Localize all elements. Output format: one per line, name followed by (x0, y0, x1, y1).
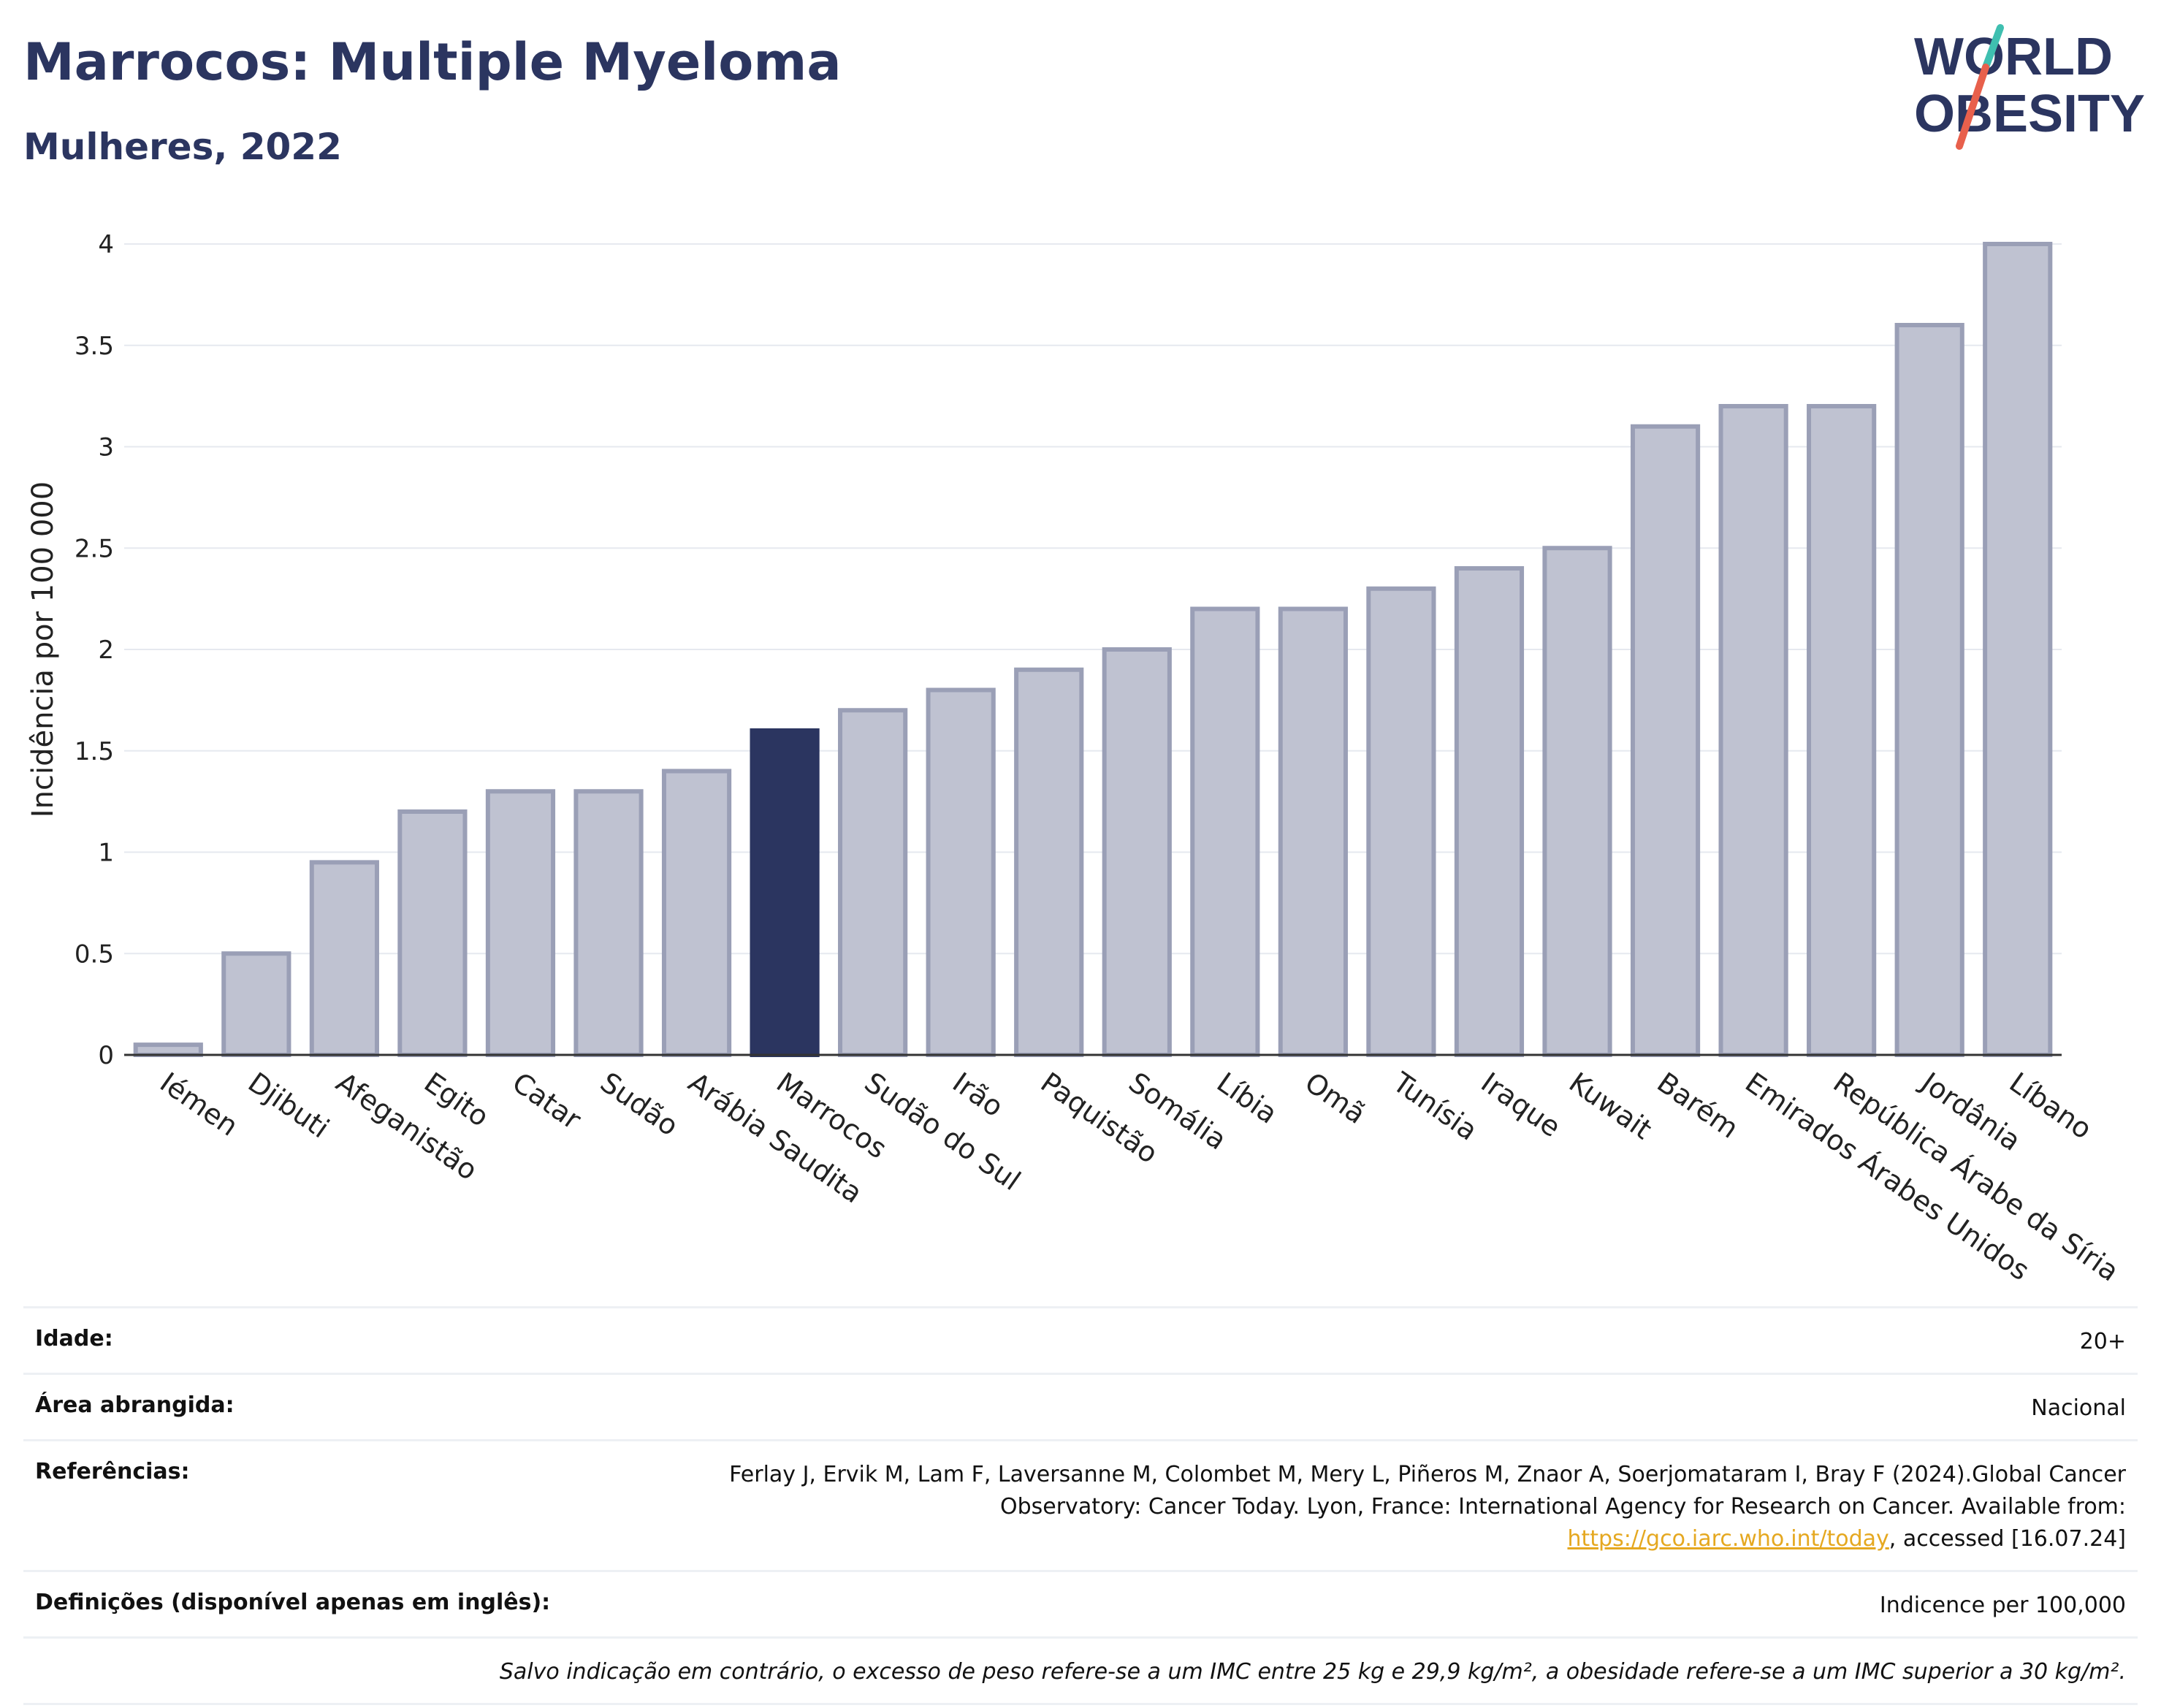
footnote: Salvo indicação em contrário, o excesso … (499, 1659, 2126, 1685)
logo-line-1: WORLD (1914, 28, 2113, 86)
references-label: Referências: (35, 1459, 190, 1484)
y-tick-label: 3.5 (75, 332, 114, 361)
bar (1014, 667, 1084, 1057)
definitions-value: Indicence per 100,000 (1879, 1593, 2126, 1618)
info-row-definitions: Definições (disponível apenas em inglês)… (23, 1570, 2138, 1636)
age-label: Idade: (35, 1326, 113, 1351)
bar (1983, 242, 2053, 1057)
info-row-references: Referências: Ferlay J, Ervik M, Lam F, L… (23, 1439, 2138, 1570)
y-tick-label: 2 (98, 636, 114, 665)
references-value: Ferlay J, Ervik M, Lam F, Laversanne M, … (665, 1459, 2126, 1555)
bar (221, 951, 291, 1057)
references-link[interactable]: https://gco.iarc.who.int/today (1567, 1526, 1889, 1552)
page-title: Marrocos: Multiple Myeloma (23, 32, 842, 92)
x-tick-label: Sudão do Sul (858, 1066, 1026, 1197)
y-tick-label: 4 (98, 230, 114, 259)
bar (1102, 647, 1172, 1057)
bar (1190, 606, 1260, 1057)
y-axis-label: Incidência por 100 000 (26, 481, 60, 817)
bar (309, 860, 379, 1057)
info-row-area: Área abrangida: Nacional (23, 1373, 2138, 1439)
bar (661, 769, 732, 1057)
area-value: Nacional (2031, 1395, 2126, 1421)
y-tick-label: 1.5 (75, 737, 114, 766)
bar (573, 789, 644, 1057)
area-label: Área abrangida: (35, 1392, 235, 1418)
bar (485, 789, 556, 1057)
x-tick-label: Barém (1651, 1066, 1744, 1144)
bar (1807, 404, 1877, 1057)
age-value: 20+ (2079, 1329, 2126, 1354)
bar-chart: 0 0.5 1 1.5 2 2.5 3 3.5 4 Incidência por 100 000 I… (26, 230, 2124, 1286)
x-tick-label: Tunísia (1387, 1066, 1483, 1147)
x-tick-label: Iraque (1475, 1066, 1566, 1143)
y-tick-label: 0 (98, 1041, 114, 1070)
references-suffix: , accessed [16.07.24] (1889, 1526, 2126, 1552)
info-row-note: Salvo indicação em contrário, o excesso … (23, 1636, 2138, 1705)
y-tick-label: 1 (98, 839, 114, 868)
bar (926, 687, 996, 1057)
definitions-label: Definições (disponível apenas em inglês)… (35, 1590, 551, 1615)
bar (397, 809, 468, 1057)
y-tick-label: 0.5 (75, 939, 114, 969)
x-tick-label: Catar (506, 1066, 587, 1136)
info-row-age: Idade: 20+ (23, 1306, 2138, 1373)
x-tick-label: Irão (947, 1066, 1009, 1123)
x-tick-label: Iémen (154, 1066, 244, 1142)
x-tick-label: Omã (1299, 1066, 1371, 1130)
bar (1630, 424, 1701, 1057)
world-obesity-logo: WORLD OBESITY (1914, 24, 2145, 150)
y-tick-label: 2.5 (75, 534, 114, 563)
x-tick-label: Sudão (595, 1066, 685, 1142)
bar (1454, 566, 1525, 1057)
info-table: Idade: 20+ Área abrangida: Nacional Refe… (23, 1306, 2138, 1705)
bar (1366, 586, 1436, 1057)
bar (1278, 606, 1348, 1057)
logo-slash-bottom (1956, 64, 1989, 150)
bar (1718, 404, 1788, 1057)
bar (1894, 323, 1964, 1057)
bar-highlight (750, 728, 820, 1057)
bar (1542, 546, 1612, 1057)
x-tick-label: Líbia (1211, 1066, 1284, 1129)
bar (133, 1042, 203, 1057)
page-subtitle: Mulheres, 2022 (23, 126, 342, 168)
y-tick-label: 3 (98, 433, 114, 462)
x-tick-label: Kuwait (1563, 1066, 1658, 1145)
x-tick-label: Djibuti (243, 1066, 335, 1144)
references-text: Ferlay J, Ervik M, Lam F, Laversanne M, … (729, 1462, 2126, 1520)
logo-line-2: OBESITY (1914, 85, 2145, 143)
bar (838, 708, 908, 1057)
logo-slash-top (1982, 24, 2004, 71)
